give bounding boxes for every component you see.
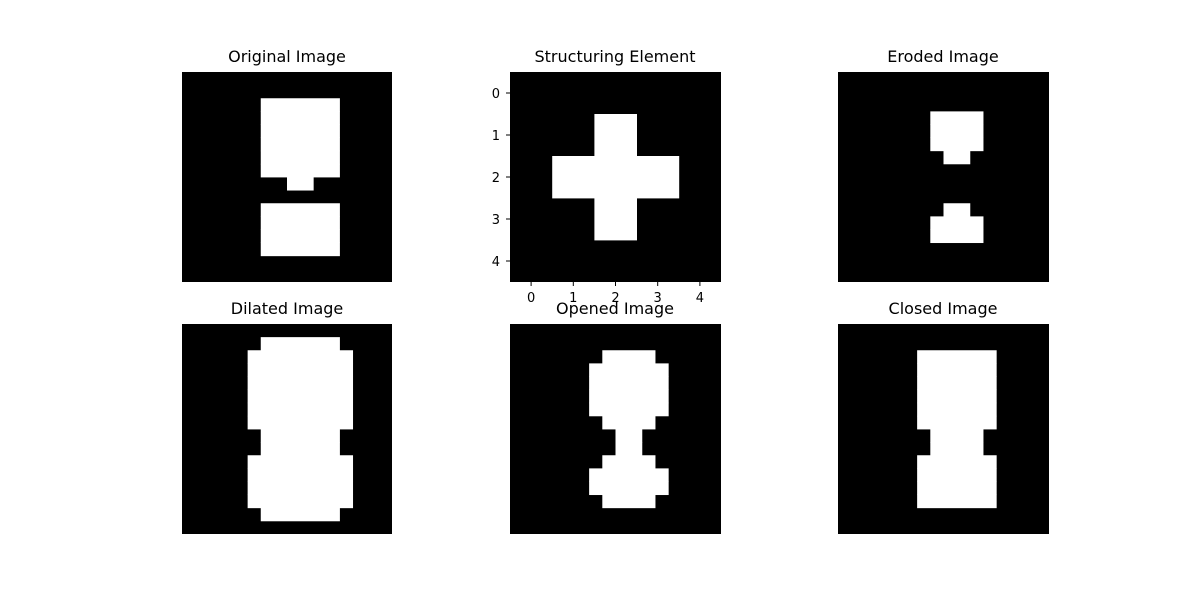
y-tick-label: 4 — [492, 255, 500, 270]
foreground-pixel-run — [247, 415, 354, 430]
foreground-pixel-run — [930, 137, 984, 152]
binary-image-original — [182, 72, 392, 282]
foreground-pixel-run — [260, 507, 340, 522]
foreground-pixel-run — [917, 402, 997, 417]
panel-eroded-image: Eroded Image — [838, 47, 1049, 282]
foreground-pixel-run — [917, 363, 997, 377]
foreground-pixel-run — [594, 114, 637, 157]
foreground-pixel-run — [247, 376, 354, 391]
foreground-pixel-run — [917, 350, 997, 364]
foreground-pixel-run — [247, 363, 354, 377]
foreground-pixel-run — [930, 442, 984, 456]
x-tick-label: 3 — [654, 291, 662, 306]
foreground-pixel-run — [260, 429, 340, 443]
panel-closed-image: Closed Image — [838, 299, 1049, 534]
image-background — [838, 72, 1049, 282]
foreground-pixel-run — [594, 198, 637, 241]
foreground-pixel-run — [247, 402, 354, 417]
foreground-pixel-run — [602, 350, 656, 364]
y-tick-label: 1 — [492, 129, 500, 144]
foreground-pixel-run — [917, 455, 997, 469]
foreground-pixel-run — [602, 455, 656, 469]
foreground-pixel-run — [917, 389, 997, 404]
panel-original-image: Original Image — [182, 47, 392, 282]
foreground-pixel-run — [260, 337, 340, 351]
foreground-pixel-run — [260, 163, 340, 178]
foreground-pixel-run — [930, 124, 984, 139]
x-tick-label: 4 — [696, 291, 704, 306]
foreground-pixel-run — [260, 137, 340, 152]
foreground-pixel-run — [930, 429, 984, 443]
foreground-pixel-run — [260, 150, 340, 165]
x-tick-label: 0 — [527, 291, 535, 306]
foreground-pixel-run — [917, 481, 997, 496]
foreground-pixel-run — [247, 494, 354, 509]
foreground-pixel-run — [930, 216, 984, 230]
binary-image-dilated — [182, 324, 392, 534]
foreground-pixel-run — [917, 468, 997, 482]
panel-title: Dilated Image — [230, 299, 344, 318]
binary-image-opened — [510, 324, 721, 534]
foreground-pixel-run — [260, 203, 340, 217]
foreground-pixel-run — [260, 242, 340, 257]
foreground-pixel-run — [260, 98, 340, 112]
foreground-pixel-run — [552, 156, 680, 199]
panel-title: Closed Image — [888, 299, 998, 318]
foreground-pixel-run — [930, 111, 984, 125]
binary-image-structuring-element: 0 1 2 3 4 0 1 2 3 4 — [492, 72, 721, 306]
panel-title: Structuring Element — [534, 47, 696, 66]
foreground-pixel-run — [260, 229, 340, 244]
foreground-pixel-run — [602, 415, 656, 430]
panel-title: Original Image — [228, 47, 346, 66]
y-tick-label: 3 — [492, 213, 500, 228]
foreground-pixel-run — [247, 468, 354, 482]
panel-structuring-element: Structuring Element 0 1 2 3 4 0 1 2 3 4 — [492, 47, 721, 306]
panel-dilated-image: Dilated Image — [182, 299, 392, 534]
panel-title: Opened Image — [556, 299, 674, 318]
foreground-pixel-run — [260, 216, 340, 230]
foreground-pixel-run — [589, 468, 669, 482]
y-tick-label: 2 — [492, 171, 500, 186]
foreground-pixel-run — [615, 442, 643, 456]
foreground-pixel-run — [589, 481, 669, 496]
foreground-pixel-run — [260, 124, 340, 139]
foreground-pixel-run — [287, 177, 314, 191]
panel-opened-image: Opened Image — [510, 299, 721, 534]
binary-image-closed — [838, 324, 1049, 534]
foreground-pixel-run — [602, 494, 656, 509]
x-tick-label: 1 — [569, 291, 577, 306]
foreground-pixel-run — [247, 350, 354, 364]
foreground-pixel-run — [917, 376, 997, 391]
foreground-pixel-run — [247, 481, 354, 496]
foreground-pixel-run — [247, 389, 354, 404]
foreground-pixel-run — [589, 363, 669, 377]
foreground-pixel-run — [589, 389, 669, 404]
foreground-pixel-run — [917, 415, 997, 430]
foreground-pixel-run — [917, 494, 997, 509]
foreground-pixel-run — [247, 455, 354, 469]
panel-title: Eroded Image — [887, 47, 999, 66]
foreground-pixel-run — [930, 229, 984, 244]
y-tick-label: 0 — [492, 87, 500, 102]
foreground-pixel-run — [260, 442, 340, 456]
foreground-pixel-run — [615, 429, 643, 443]
foreground-pixel-run — [589, 402, 669, 417]
x-tick-label: 2 — [611, 291, 619, 306]
foreground-pixel-run — [260, 111, 340, 125]
foreground-pixel-run — [943, 150, 971, 165]
foreground-pixel-run — [943, 203, 971, 217]
foreground-pixel-run — [589, 376, 669, 391]
binary-image-eroded — [838, 72, 1049, 282]
